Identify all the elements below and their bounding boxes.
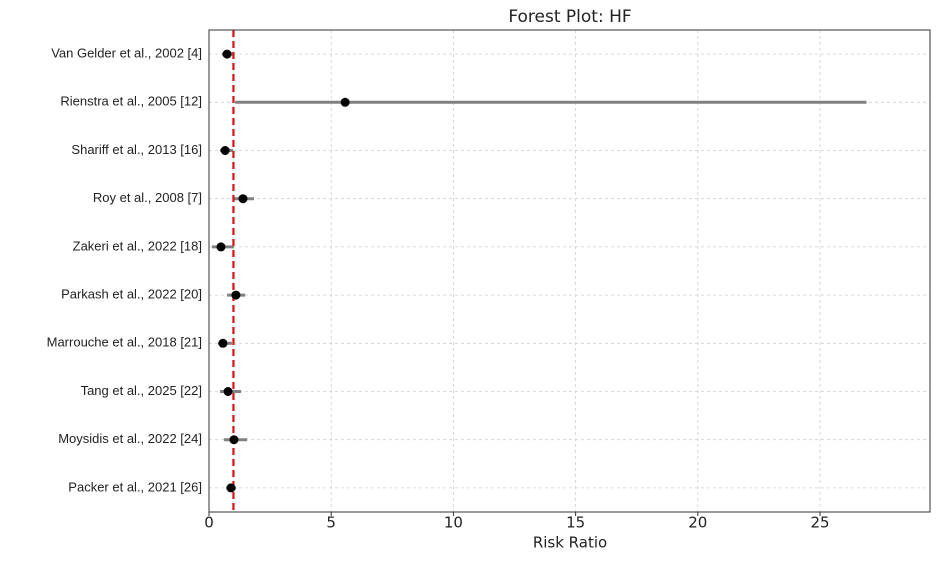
point-estimate (222, 49, 232, 59)
x-tick-label: 0 (204, 514, 214, 532)
y-tick-label: Packer et al., 2021 [26] (68, 479, 202, 494)
x-tick-label: 15 (566, 514, 585, 532)
point-estimate (229, 435, 239, 445)
x-tick-label: 25 (810, 514, 829, 532)
y-tick-label: Roy et al., 2008 [7] (93, 190, 202, 205)
y-tick-label: Van Gelder et al., 2002 [4] (51, 46, 202, 61)
point-estimate (238, 194, 248, 204)
point-estimate (223, 387, 233, 396)
x-tick-label: 5 (326, 514, 336, 532)
point-estimate (218, 338, 228, 348)
point-estimate (340, 97, 350, 107)
y-tick-label: Tang et al., 2025 [22] (81, 383, 202, 398)
y-tick-label: Zakeri et al., 2022 [18] (73, 238, 202, 253)
y-tick-label: Shariff et al., 2013 [16] (71, 142, 202, 157)
point-estimate (226, 483, 236, 493)
y-tick-label: Moysidis et al., 2022 [24] (58, 431, 202, 446)
point-estimate (216, 242, 226, 252)
plot-frame (208, 29, 931, 513)
x-tick-label: 20 (688, 514, 707, 532)
x-tick-label: 10 (444, 514, 463, 532)
y-tick-label: Marrouche et al., 2018 [21] (47, 335, 202, 350)
y-tick-label: Rienstra et al., 2005 [12] (60, 94, 202, 109)
x-axis-label: Risk Ratio (533, 534, 607, 552)
point-estimate (231, 290, 241, 300)
point-estimate (220, 146, 230, 155)
y-tick-label: Parkash et al., 2022 [20] (61, 287, 202, 302)
chart-title: Forest Plot: HF (508, 7, 631, 27)
